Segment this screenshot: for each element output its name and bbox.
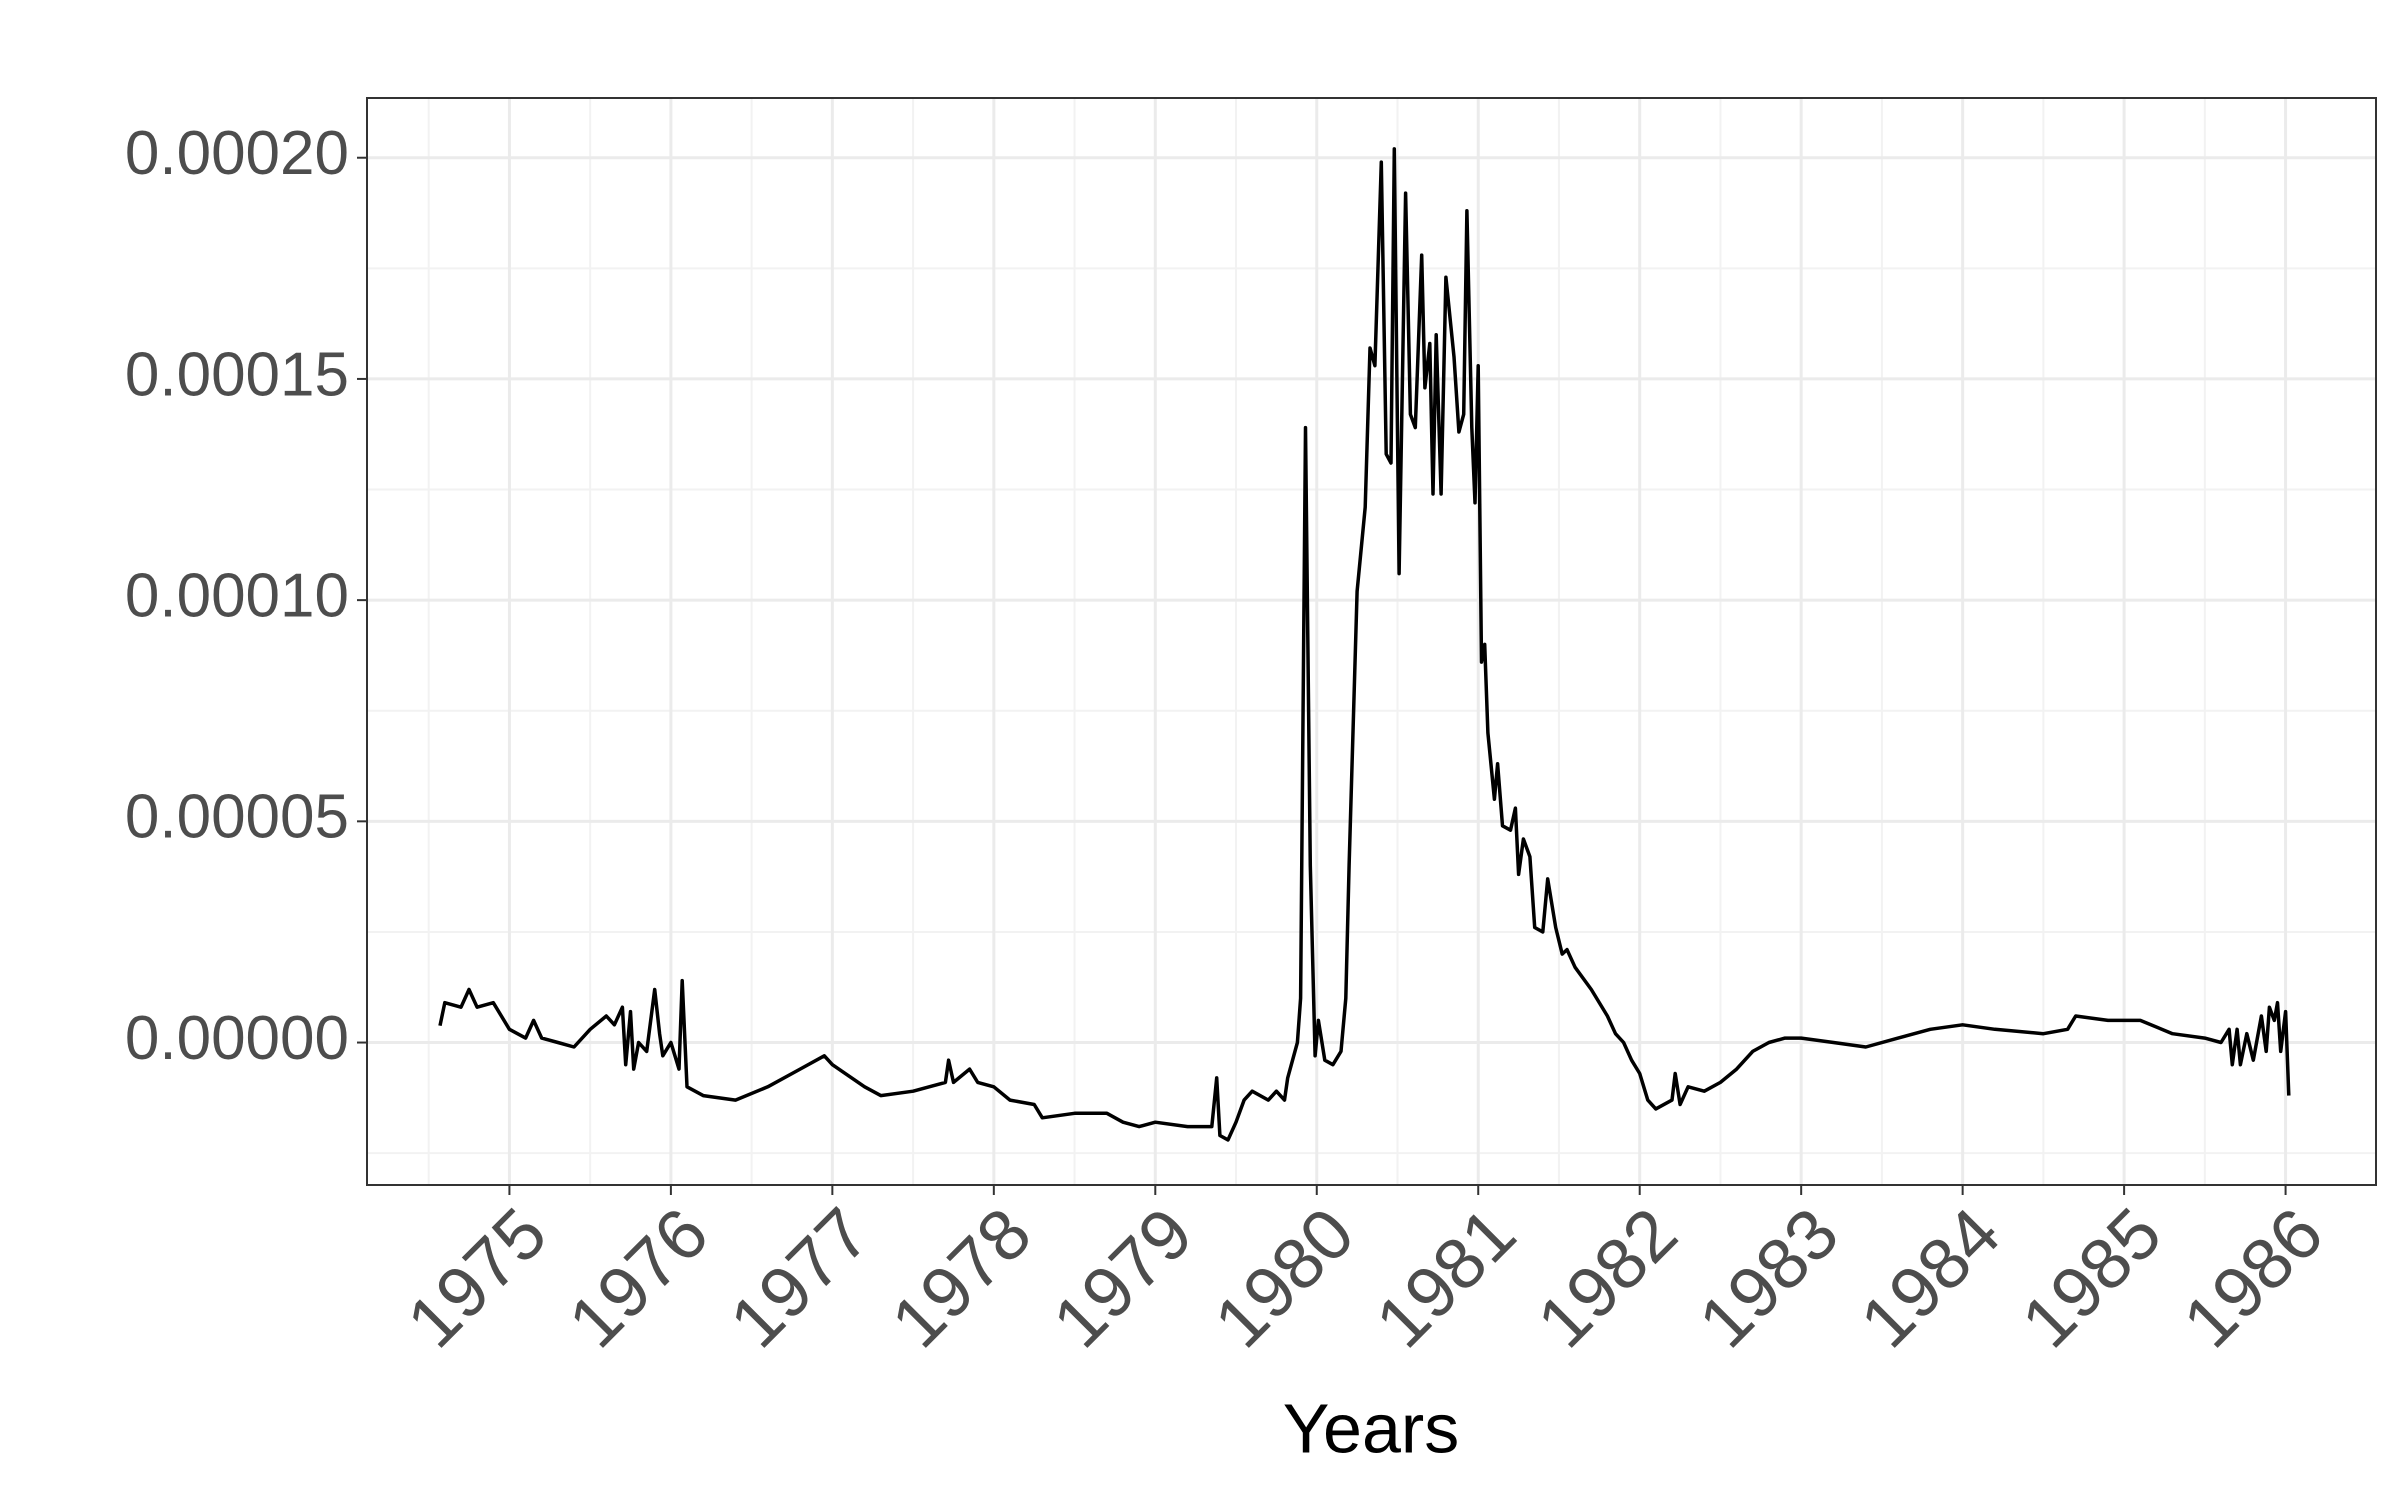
y-tick-label: 0.00000 — [125, 1004, 349, 1073]
y-tick-label: 0.00015 — [125, 340, 349, 409]
x-tick-label: 1980 — [1200, 1193, 1370, 1363]
x-tick-label: 1982 — [1523, 1193, 1693, 1363]
data-line — [438, 147, 2291, 1142]
x-tick-label: 1984 — [1846, 1193, 2016, 1363]
x-tick-label: 1983 — [1684, 1193, 1854, 1363]
x-tick-label: 1975 — [392, 1193, 562, 1363]
x-tick-label: 1981 — [1361, 1193, 1531, 1363]
x-tick-label: 1985 — [2007, 1193, 2177, 1363]
x-tick-label: 1976 — [554, 1193, 724, 1363]
x-tick-label: 1977 — [715, 1193, 885, 1363]
x-tick-label: 1978 — [877, 1193, 1047, 1363]
plot-border — [366, 97, 2377, 1186]
x-axis-label: Years — [1283, 1389, 1459, 1467]
y-tick-label: 0.00010 — [125, 562, 349, 631]
x-tick-label: 1986 — [2169, 1193, 2339, 1363]
x-tick-label: 1979 — [1038, 1193, 1208, 1363]
y-tick-label: 0.00005 — [125, 783, 349, 852]
y-tick-label: 0.00020 — [125, 119, 349, 188]
